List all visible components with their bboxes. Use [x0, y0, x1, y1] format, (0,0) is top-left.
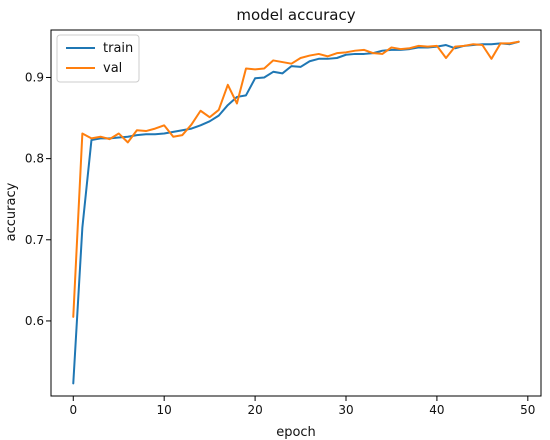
x-tick-label-10: 10	[157, 403, 172, 417]
y-tick-label-0.7: 0.7	[25, 233, 44, 247]
x-axis: 0 10 20 30 40 50	[69, 396, 535, 417]
y-tick-label-0.8: 0.8	[25, 152, 44, 166]
x-tick-label-50: 50	[520, 403, 535, 417]
x-tick-label-20: 20	[247, 403, 262, 417]
legend-label-val: val	[103, 61, 122, 76]
series-layer	[72, 40, 520, 385]
y-tick-label-0.6: 0.6	[25, 314, 44, 328]
y-tick-label-0.9: 0.9	[25, 70, 44, 84]
legend-box	[56, 34, 140, 83]
legend-label-train: train	[103, 41, 133, 56]
y-axis: 0.6 0.7 0.8 0.9	[25, 70, 51, 328]
x-axis-label: epoch	[276, 425, 316, 440]
x-tick-label-40: 40	[429, 403, 444, 417]
x-tick-label-0: 0	[69, 403, 77, 417]
series-line-train	[72, 40, 520, 385]
y-axis-label: accuracy	[4, 182, 19, 241]
series-line-val	[72, 40, 520, 318]
x-tick-label-30: 30	[338, 403, 353, 417]
legend: train val	[56, 34, 140, 83]
chart-title: model accuracy	[236, 6, 355, 24]
plot-frame	[50, 29, 542, 397]
